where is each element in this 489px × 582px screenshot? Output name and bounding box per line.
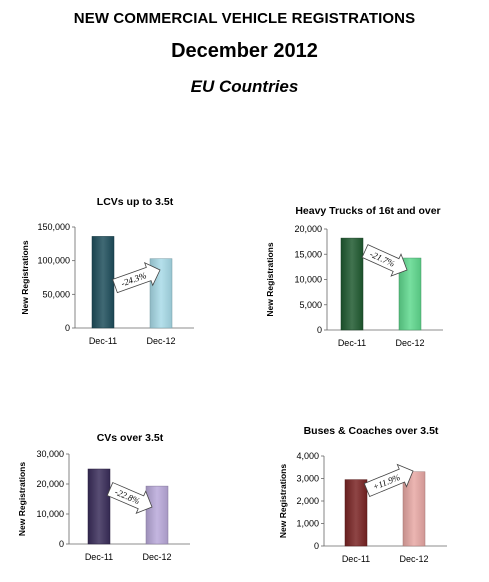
- y-axis-label: New Registrations: [17, 462, 27, 536]
- region-heading: EU Countries: [190, 77, 299, 96]
- y-tick-label: 3,000: [296, 474, 319, 484]
- x-tick-label: Dec-11: [85, 552, 113, 562]
- x-tick-label: Dec-11: [338, 338, 366, 348]
- bar-dec-12: [398, 257, 422, 331]
- arrow-shape: [363, 463, 414, 497]
- chart-title: CVs over 3.5t: [97, 432, 164, 444]
- y-tick-label: 0: [317, 325, 322, 335]
- x-tick-label: Dec-12: [395, 338, 424, 348]
- change-arrow: -24.3%: [112, 261, 161, 294]
- y-tick-label: 10,000: [294, 275, 322, 285]
- y-tick-label: 150,000: [37, 222, 70, 232]
- chart-title: Buses & Coaches over 3.5t: [304, 425, 439, 437]
- y-axis-label: New Registrations: [265, 242, 275, 316]
- x-tick-label: Dec-11: [342, 554, 370, 564]
- chart-title: Heavy Trucks of 16t and over: [295, 205, 440, 217]
- y-tick-label: 50,000: [42, 289, 70, 299]
- chart-buses: Buses & Coaches over 3.5t 0 1,000 2,000 3,00…: [278, 425, 447, 564]
- y-tick-label: 15,000: [294, 249, 322, 259]
- y-tick-label: 4,000: [296, 451, 319, 461]
- y-tick-label: 2,000: [296, 496, 319, 506]
- bar-dec-11: [87, 468, 111, 545]
- x-tick-label: Dec-12: [399, 554, 428, 564]
- y-tick-label: 0: [65, 323, 70, 333]
- y-axis-label: New Registrations: [278, 464, 288, 538]
- y-tick-label: 0: [59, 539, 64, 549]
- chart-title: LCVs up to 3.5t: [97, 196, 174, 208]
- period-heading: December 2012: [171, 40, 318, 62]
- bar-dec-12: [402, 471, 426, 547]
- change-arrow: -22.8%: [106, 482, 153, 515]
- y-tick-label: 5,000: [299, 300, 322, 310]
- y-tick-label: 20,000: [294, 224, 322, 234]
- y-axis-label: New Registrations: [20, 240, 30, 314]
- y-tick-label: 10,000: [36, 509, 64, 519]
- page-title: NEW COMMERCIAL VEHICLE REGISTRATIONS: [73, 10, 416, 27]
- bar-dec-11: [344, 479, 368, 547]
- arrow-shape: [112, 261, 161, 294]
- arrow-shape: [106, 482, 153, 515]
- bar-dec-12: [145, 485, 169, 545]
- x-tick-label: Dec-11: [89, 336, 117, 346]
- chart-lcvs: LCVs up to 3.5t 0 50,000 100,000 150,000 New …: [20, 196, 194, 346]
- x-tick-label: Dec-12: [142, 552, 171, 562]
- bar-dec-11: [340, 237, 364, 331]
- chart-cvs: CVs over 3.5t 0 10,000 20,000 30,000 New Regi…: [17, 432, 190, 562]
- y-tick-label: 0: [314, 541, 319, 551]
- bar-dec-11: [91, 236, 115, 329]
- y-tick-label: 100,000: [37, 256, 70, 266]
- y-tick-label: 20,000: [36, 479, 64, 489]
- x-tick-label: Dec-12: [146, 336, 175, 346]
- y-tick-label: 1,000: [296, 519, 319, 529]
- chart-heavy-trucks: Heavy Trucks of 16t and over 0 5,000 10,000…: [265, 205, 443, 348]
- arrow-shape: [361, 244, 408, 277]
- y-tick-label: 30,000: [36, 449, 64, 459]
